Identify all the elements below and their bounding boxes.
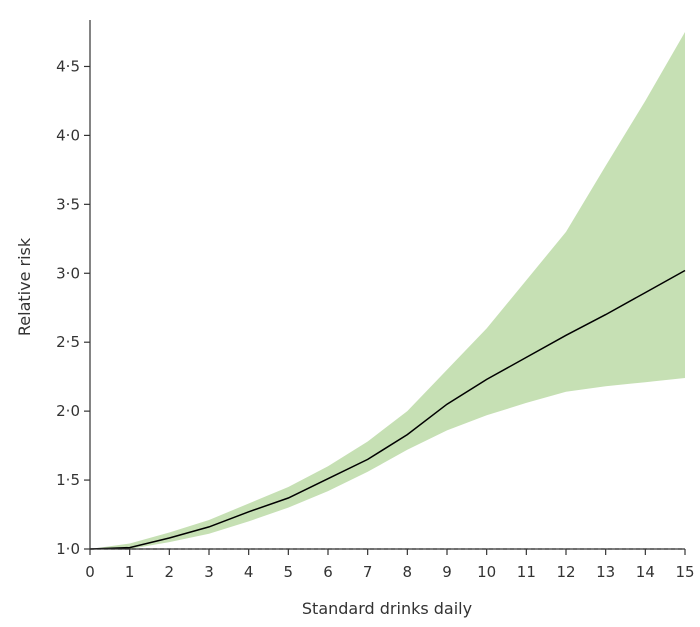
- y-tick-label: 4·0: [56, 126, 80, 144]
- y-ticks-layer: 1·0 1·5 2·0 2·5 3·0 3·5 4·0 4·5: [56, 57, 90, 558]
- x-tick-label: 13: [596, 563, 615, 581]
- x-tick-label: 4: [244, 563, 254, 581]
- x-tick-label: 10: [477, 563, 496, 581]
- x-ticks-layer: 0 1 2 3 4 5 6 7 8 9 10 11 12 13 14 15: [85, 549, 695, 581]
- y-tick-label: 1·0: [56, 540, 80, 558]
- x-tick-label: 14: [636, 563, 655, 581]
- y-tick-label: 1·5: [56, 471, 80, 489]
- x-tick-label: 0: [85, 563, 95, 581]
- y-tick-label: 3·5: [56, 195, 80, 213]
- y-tick-label: 2·0: [56, 402, 80, 420]
- x-tick-label: 15: [675, 563, 694, 581]
- risk-line-layer: [89, 269, 686, 550]
- y-tick-label: 3·0: [56, 264, 80, 282]
- y-tick-label: 4·5: [56, 57, 80, 75]
- x-tick-label: 3: [204, 563, 214, 581]
- confidence-band-layer: [90, 32, 685, 549]
- x-tick-label: 7: [363, 563, 373, 581]
- x-tick-label: 1: [125, 563, 135, 581]
- relative-risk-line: [89, 269, 686, 550]
- axes-layer: [89, 20, 685, 550]
- x-axis-label: Standard drinks daily: [302, 599, 472, 618]
- x-tick-label: 6: [323, 563, 333, 581]
- x-tick-label: 9: [442, 563, 452, 581]
- y-tick-label: 2·5: [56, 333, 80, 351]
- x-tick-label: 12: [556, 563, 575, 581]
- x-tick-label: 8: [403, 563, 413, 581]
- confidence-band: [90, 32, 685, 549]
- x-tick-label: 11: [517, 563, 536, 581]
- x-tick-label: 5: [284, 563, 294, 581]
- y-axis-label: Relative risk: [15, 237, 34, 336]
- x-tick-label: 2: [165, 563, 175, 581]
